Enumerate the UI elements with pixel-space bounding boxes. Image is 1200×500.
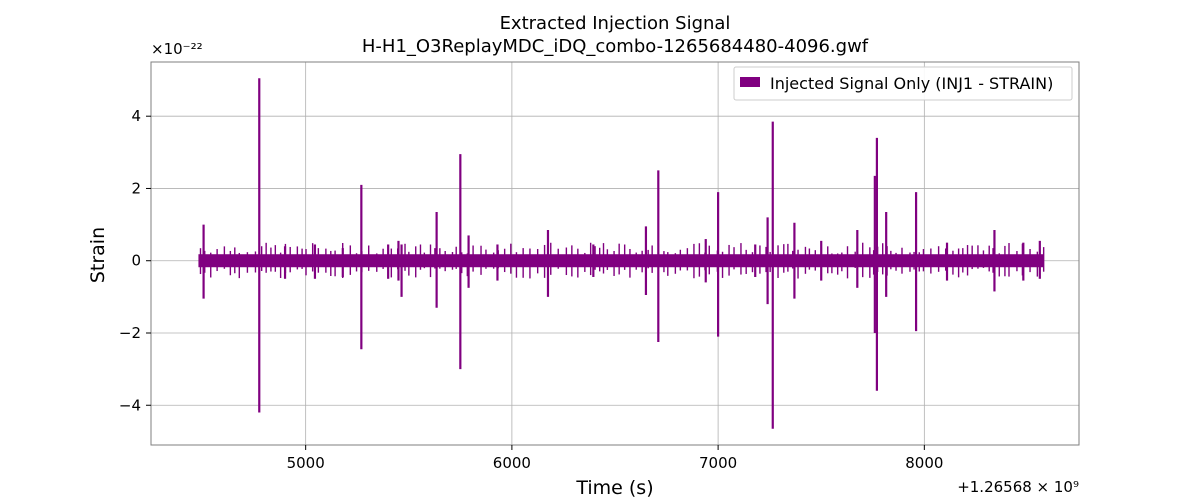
- chart-subtitle: H-H1_O3ReplayMDC_iDQ_combo-1265684480-40…: [362, 36, 869, 57]
- y-tick-label: 0: [131, 252, 141, 270]
- y-tick-label: −2: [119, 324, 141, 342]
- legend-swatch: [740, 77, 760, 87]
- x-tick-label: 5000: [287, 454, 325, 472]
- x-tick-label: 6000: [493, 454, 531, 472]
- x-tick-label: 8000: [905, 454, 943, 472]
- x-offset-label: +1.26568 × 10⁹: [957, 478, 1079, 496]
- x-tick-label: 7000: [699, 454, 737, 472]
- y-tick-label: 2: [131, 179, 141, 197]
- legend-label: Injected Signal Only (INJ1 - STRAIN): [770, 74, 1053, 93]
- chart-title: Extracted Injection Signal: [500, 13, 731, 34]
- plot-frame: [150, 61, 1080, 446]
- legend: Injected Signal Only (INJ1 - STRAIN): [733, 66, 1073, 101]
- axis-ticks: 5000 6000 7000 8000 −4 −2 0 2 4: [119, 107, 944, 472]
- legend-box: [733, 66, 1073, 101]
- x-axis-label: Time (s): [575, 477, 653, 499]
- y-axis-label: Strain: [87, 227, 109, 283]
- y-tick-label: −4: [119, 396, 141, 414]
- y-tick-label: 4: [131, 107, 141, 125]
- series-injected-signal: [198, 78, 1045, 429]
- y-scale-label: ×10⁻²²: [151, 40, 203, 58]
